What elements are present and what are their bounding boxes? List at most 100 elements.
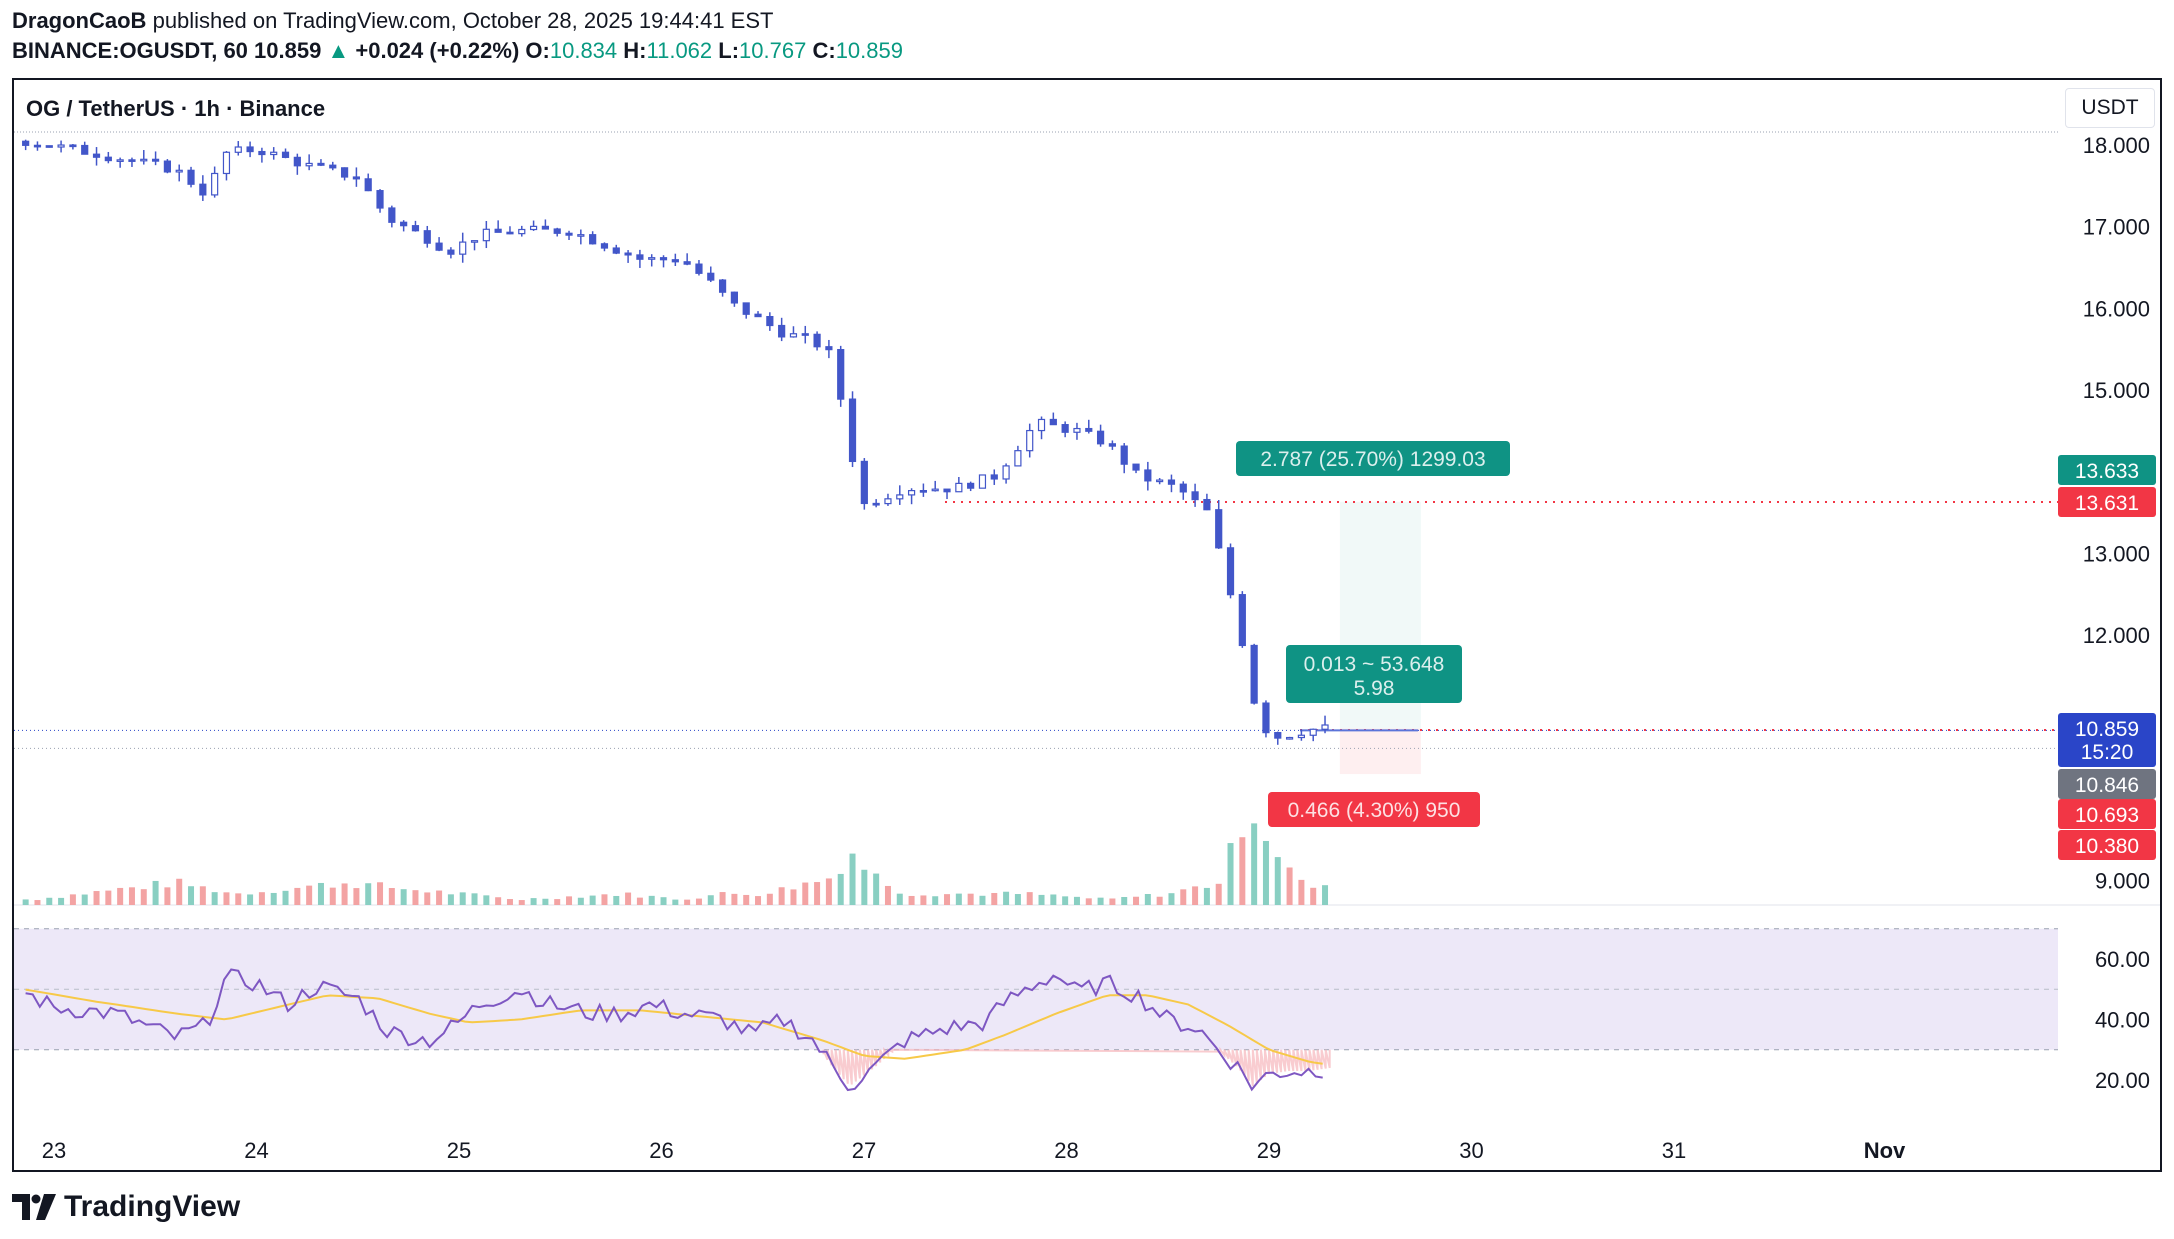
- volume-bar: [648, 895, 655, 905]
- candle: [1285, 736, 1294, 740]
- candle: [92, 153, 101, 158]
- candle: [612, 247, 620, 254]
- volume-bar: [1109, 898, 1116, 905]
- volume-bar: [211, 892, 218, 905]
- price-tick-label: 12.000: [2083, 623, 2150, 648]
- volume-bar: [1003, 891, 1010, 905]
- candle: [1262, 702, 1270, 734]
- volume-bar: [294, 887, 301, 905]
- volume-bar: [873, 873, 880, 905]
- volume-bar: [719, 892, 726, 905]
- x-tick-label: 27: [852, 1138, 876, 1163]
- price-axis-badge-value: 13.631: [2075, 492, 2139, 515]
- candle: [896, 494, 904, 500]
- candle: [459, 241, 467, 255]
- chart-frame: [12, 78, 2162, 1172]
- volume-bar: [778, 887, 785, 905]
- candle: [801, 333, 809, 336]
- volume-bar: [152, 880, 159, 905]
- candle: [270, 151, 278, 156]
- symbol-name[interactable]: BINANCE:OGUSDT, 60: [12, 38, 248, 63]
- volume-bar: [341, 883, 348, 905]
- candle: [1167, 479, 1176, 485]
- price-axis-badge: [2058, 830, 2156, 860]
- price-axis-badge-value: 10.693: [2075, 804, 2139, 827]
- candle: [860, 460, 868, 505]
- candle: [1002, 465, 1010, 480]
- high-value: 11.062: [646, 38, 713, 63]
- candle: [281, 151, 290, 158]
- volume-bar: [105, 890, 112, 905]
- up-arrow-icon: ▲: [327, 38, 350, 63]
- candle: [1144, 469, 1152, 482]
- volume-bar: [577, 897, 584, 905]
- candle: [175, 169, 183, 173]
- volume-bar: [235, 893, 242, 905]
- candle: [234, 146, 242, 153]
- candle: [589, 234, 597, 245]
- tradingview-logo-icon: [12, 1194, 56, 1220]
- close-value: 10.859: [835, 38, 903, 63]
- volume-bar: [802, 882, 809, 905]
- candle: [246, 146, 254, 153]
- candle: [293, 156, 301, 167]
- volume-bar: [164, 887, 171, 905]
- candle: [931, 488, 939, 492]
- ratio-label-box: [1286, 645, 1462, 703]
- candle: [541, 225, 550, 230]
- volume-bar: [613, 895, 620, 905]
- volume-bar: [471, 893, 478, 905]
- price-axis-badge: [2058, 713, 2156, 767]
- volume-bar: [932, 896, 939, 905]
- volume-bar: [1310, 887, 1317, 905]
- candle: [529, 225, 538, 231]
- currency-button[interactable]: USDT: [2065, 88, 2155, 128]
- volume-bar: [695, 898, 702, 905]
- candle: [1226, 547, 1235, 596]
- tradingview-brand[interactable]: TradingView: [12, 1190, 240, 1224]
- volume-bar: [140, 889, 147, 905]
- volume-bar: [1062, 896, 1069, 905]
- candle: [718, 279, 727, 293]
- candle: [388, 207, 396, 223]
- brand-name: TradingView: [64, 1190, 241, 1223]
- x-tick-label: 23: [42, 1138, 66, 1163]
- candle: [411, 225, 420, 232]
- candle: [317, 162, 325, 166]
- volume-bar: [1097, 897, 1104, 905]
- candle: [104, 156, 112, 162]
- volume-bar: [920, 895, 927, 905]
- candle: [1014, 450, 1022, 467]
- volume-bar: [459, 892, 466, 905]
- stop-label-text: 0.466 (4.30%) 950: [1288, 799, 1461, 822]
- candle: [1250, 644, 1258, 704]
- candle: [565, 232, 573, 236]
- volume-bar: [1133, 896, 1140, 905]
- price-tick-label: 17.000: [2083, 215, 2150, 240]
- candle: [1203, 498, 1211, 511]
- candle: [1179, 483, 1187, 493]
- volume-bar: [755, 896, 762, 905]
- volume-bar: [128, 887, 135, 905]
- volume-bar: [506, 899, 513, 905]
- volume-bar: [1286, 867, 1293, 905]
- candle: [1085, 427, 1093, 432]
- high-label: H:: [623, 38, 647, 63]
- candle: [813, 333, 821, 348]
- volume-bar: [1192, 886, 1199, 905]
- candle: [1061, 424, 1069, 433]
- volume-bar: [967, 893, 974, 905]
- volume-bar: [306, 885, 313, 905]
- volume-bar: [58, 897, 65, 905]
- candle: [447, 249, 455, 255]
- candle: [695, 263, 703, 274]
- volume-bar: [1180, 889, 1187, 905]
- volume-bar: [400, 889, 407, 905]
- price-tick-label: 15.000: [2083, 378, 2150, 403]
- price-axis-badge-countdown: 15:20: [2081, 741, 2134, 764]
- candle: [57, 144, 65, 148]
- volume-bar: [601, 894, 608, 905]
- rsi-ma-line: [25, 988, 1323, 1065]
- author-name[interactable]: DragonCaoB: [12, 8, 147, 33]
